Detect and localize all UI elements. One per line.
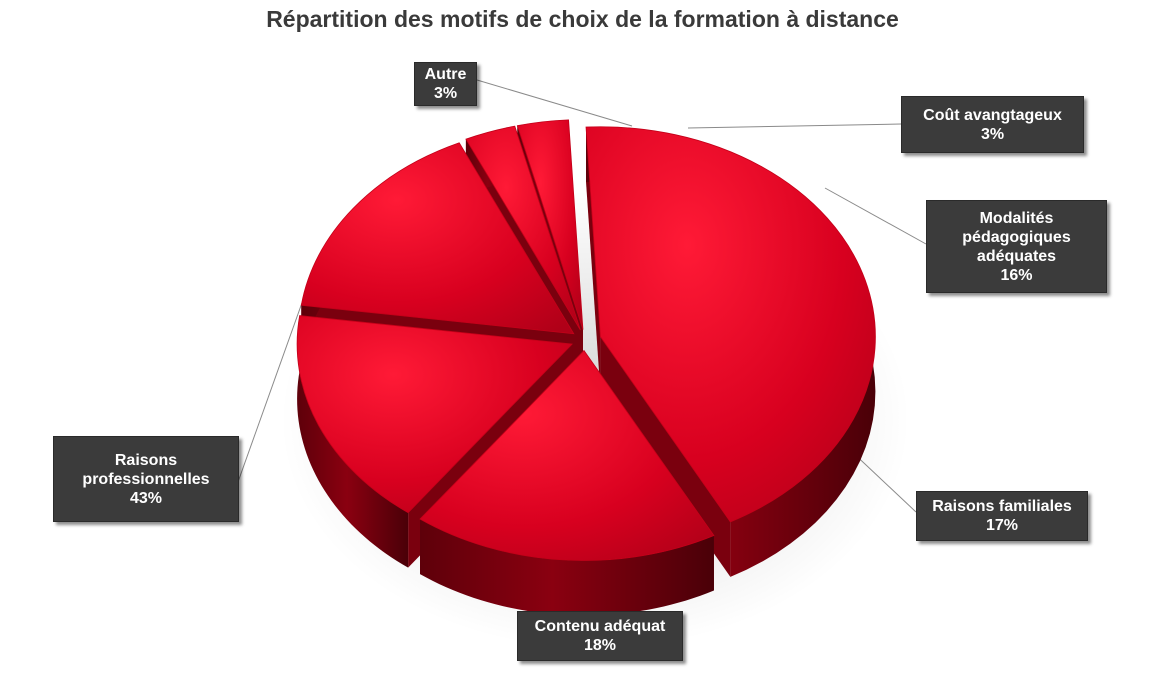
callout-value: 17% xyxy=(985,517,1019,534)
pie-slice-contenu-ad-quat xyxy=(419,349,715,561)
callout-value: 3% xyxy=(433,85,458,102)
callout-value: 16% xyxy=(1000,266,1033,284)
callout-label-line: pédagogiques xyxy=(962,228,1071,246)
callout-cout-avangtageux: Coût avangtageux 3% xyxy=(901,96,1084,153)
pie-slice-raisons-professionnelles xyxy=(585,126,876,523)
callout-contenu-adequat: Contenu adéquat 18% xyxy=(517,611,683,661)
callout-label-line: professionnelles xyxy=(82,470,210,488)
callout-value: 3% xyxy=(980,125,1005,143)
pie-slice-co-t-avangtageux xyxy=(465,125,581,331)
pie-slice-autre xyxy=(516,119,584,330)
leader-line xyxy=(824,187,927,245)
callout-label-line: Autre xyxy=(424,66,467,83)
callout-raisons-familiales: Raisons familiales 17% xyxy=(916,491,1088,541)
callout-autre: Autre 3% xyxy=(414,62,477,106)
callout-label-line: Raisons xyxy=(114,451,178,469)
callout-label-line: Raisons familiales xyxy=(932,498,1072,515)
pie-slice-raisons-familiales xyxy=(296,315,573,514)
callout-label-line: Contenu adéquat xyxy=(534,618,666,635)
callout-raisons-professionnelles: Raisons professionnelles 43% xyxy=(53,436,239,522)
callout-value: 18% xyxy=(583,637,617,654)
callout-value: 43% xyxy=(129,489,163,507)
callout-label-line: Coût avangtageux xyxy=(923,106,1062,124)
chart-title: Répartition des motifs de choix de la fo… xyxy=(266,6,899,32)
leader-line xyxy=(687,123,902,129)
callout-modalites-pedagogiques: Modalités pédagogiques adéquates 16% xyxy=(926,200,1107,293)
leader-line xyxy=(476,79,633,127)
callout-label-line: Modalités xyxy=(979,209,1054,227)
pie-slice-modalit-s-p-dagogiques-ad-quates xyxy=(300,142,575,335)
callout-label-line: adéquates xyxy=(976,247,1057,265)
